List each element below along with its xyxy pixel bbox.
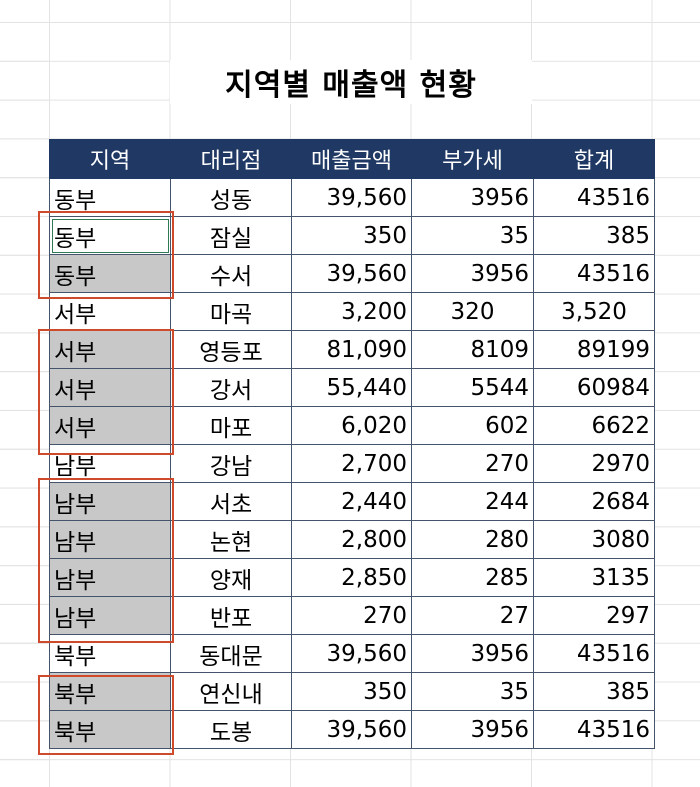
cell-vat[interactable]: 244 xyxy=(411,482,534,521)
cell-region[interactable]: 남부 xyxy=(49,482,171,521)
table-row: 북부 연신내 350 35 385 xyxy=(49,672,655,711)
cell-vat[interactable]: 3956 xyxy=(411,634,534,673)
cell-sales[interactable]: 2,440 xyxy=(291,482,412,521)
cell-agency[interactable]: 도봉 xyxy=(170,710,292,749)
cell-sales[interactable]: 2,800 xyxy=(291,520,412,559)
cell-agency[interactable]: 잠실 xyxy=(170,216,292,255)
cell-total[interactable]: 385 xyxy=(533,672,655,711)
cell-total[interactable]: 2970 xyxy=(533,444,655,483)
cell-vat[interactable]: 320 xyxy=(411,292,534,331)
cell-total[interactable]: 6622 xyxy=(533,406,655,445)
cell-vat[interactable]: 27 xyxy=(411,596,534,635)
table-row: 남부 반포 270 27 297 xyxy=(49,596,655,635)
cell-region[interactable]: 동부 xyxy=(49,178,171,217)
cell-vat[interactable]: 35 xyxy=(411,672,534,711)
cell-region[interactable]: 동부 xyxy=(49,254,171,293)
cell-agency[interactable]: 양재 xyxy=(170,558,292,597)
cell-total[interactable]: 43516 xyxy=(533,178,655,217)
sales-table: 지역 대리점 매출금액 부가세 합계 동부 성동 39,560 3956 43516 동부… xyxy=(49,139,655,749)
header-total[interactable]: 합계 xyxy=(533,139,655,179)
cell-sales[interactable]: 39,560 xyxy=(291,178,412,217)
cell-vat[interactable]: 8109 xyxy=(411,330,534,369)
cell-agency[interactable]: 연신내 xyxy=(170,672,292,711)
table-row: 서부 영등포 81,090 8109 89199 xyxy=(49,330,655,369)
cell-vat[interactable]: 3956 xyxy=(411,710,534,749)
cell-agency[interactable]: 강서 xyxy=(170,368,292,407)
cell-agency[interactable]: 강남 xyxy=(170,444,292,483)
cell-region[interactable]: 서부 xyxy=(49,330,171,369)
cell-total[interactable]: 43516 xyxy=(533,710,655,749)
cell-sales[interactable]: 270 xyxy=(291,596,412,635)
cell-total[interactable]: 385 xyxy=(533,216,655,255)
cell-sales[interactable]: 350 xyxy=(291,672,412,711)
header-sales[interactable]: 매출금액 xyxy=(291,139,412,179)
cell-agency[interactable]: 수서 xyxy=(170,254,292,293)
cell-sales[interactable]: 55,440 xyxy=(291,368,412,407)
cell-total[interactable]: 43516 xyxy=(533,254,655,293)
cell-vat[interactable]: 280 xyxy=(411,520,534,559)
cell-vat[interactable]: 3956 xyxy=(411,254,534,293)
cell-agency[interactable]: 마곡 xyxy=(170,292,292,331)
table-row: 동부 잠실 350 35 385 xyxy=(49,216,655,255)
cell-sales[interactable]: 39,560 xyxy=(291,254,412,293)
header-row: 지역 대리점 매출금액 부가세 합계 xyxy=(49,139,655,179)
cell-region[interactable]: 북부 xyxy=(49,710,171,749)
header-region[interactable]: 지역 xyxy=(49,139,171,179)
cell-agency[interactable]: 논현 xyxy=(170,520,292,559)
cell-vat[interactable]: 270 xyxy=(411,444,534,483)
cell-region[interactable]: 남부 xyxy=(49,558,171,597)
cell-total[interactable]: 297 xyxy=(533,596,655,635)
cell-sales[interactable]: 3,200 xyxy=(291,292,412,331)
cell-agency[interactable]: 영등포 xyxy=(170,330,292,369)
cell-vat[interactable]: 35 xyxy=(411,216,534,255)
cell-total[interactable]: 3135 xyxy=(533,558,655,597)
cell-total[interactable]: 89199 xyxy=(533,330,655,369)
table-row: 서부 마포 6,020 602 6622 xyxy=(49,406,655,445)
cell-region[interactable]: 남부 xyxy=(49,444,171,483)
table-row: 남부 서초 2,440 244 2684 xyxy=(49,482,655,521)
cell-region[interactable]: 남부 xyxy=(49,596,171,635)
cell-total[interactable]: 3080 xyxy=(533,520,655,559)
table-row: 남부 논현 2,800 280 3080 xyxy=(49,520,655,559)
cell-sales[interactable]: 81,090 xyxy=(291,330,412,369)
cell-vat[interactable]: 285 xyxy=(411,558,534,597)
cell-region[interactable]: 서부 xyxy=(49,292,171,331)
table-row: 서부 마곡 3,200 320 3,520 xyxy=(49,292,655,331)
cell-total[interactable]: 3,520 xyxy=(533,292,655,331)
table-row: 남부 양재 2,850 285 3135 xyxy=(49,558,655,597)
cell-total[interactable]: 43516 xyxy=(533,634,655,673)
cell-region[interactable]: 서부 xyxy=(49,406,171,445)
cell-vat[interactable]: 3956 xyxy=(411,178,534,217)
cell-region[interactable]: 북부 xyxy=(49,672,171,711)
cell-region[interactable]: 북부 xyxy=(49,634,171,673)
sheet-title: 지역별 매출액 현황 xyxy=(170,60,532,104)
table-row: 북부 도봉 39,560 3956 43516 xyxy=(49,710,655,749)
cell-vat[interactable]: 5544 xyxy=(411,368,534,407)
cell-vat[interactable]: 602 xyxy=(411,406,534,445)
table-row: 남부 강남 2,700 270 2970 xyxy=(49,444,655,483)
cell-sales[interactable]: 39,560 xyxy=(291,710,412,749)
cell-sales[interactable]: 6,020 xyxy=(291,406,412,445)
cell-total[interactable]: 2684 xyxy=(533,482,655,521)
table-row: 서부 강서 55,440 5544 60984 xyxy=(49,368,655,407)
cell-agency[interactable]: 서초 xyxy=(170,482,292,521)
cell-region[interactable]: 서부 xyxy=(49,368,171,407)
cell-agency[interactable]: 성동 xyxy=(170,178,292,217)
cell-sales[interactable]: 2,850 xyxy=(291,558,412,597)
cell-agency[interactable]: 동대문 xyxy=(170,634,292,673)
cell-region[interactable]: 남부 xyxy=(49,520,171,559)
cell-agency[interactable]: 마포 xyxy=(170,406,292,445)
table-row: 북부 동대문 39,560 3956 43516 xyxy=(49,634,655,673)
cell-sales[interactable]: 2,700 xyxy=(291,444,412,483)
cell-agency[interactable]: 반포 xyxy=(170,596,292,635)
cell-sales[interactable]: 350 xyxy=(291,216,412,255)
header-agency[interactable]: 대리점 xyxy=(170,139,292,179)
table-row: 동부 수서 39,560 3956 43516 xyxy=(49,254,655,293)
header-vat[interactable]: 부가세 xyxy=(411,139,534,179)
table-body: 동부 성동 39,560 3956 43516 동부 잠실 350 35 385 동부 수서 39,56… xyxy=(49,178,655,749)
cell-sales[interactable]: 39,560 xyxy=(291,634,412,673)
cell-region[interactable]: 동부 xyxy=(49,216,171,255)
cell-total[interactable]: 60984 xyxy=(533,368,655,407)
table-row: 동부 성동 39,560 3956 43516 xyxy=(49,178,655,217)
